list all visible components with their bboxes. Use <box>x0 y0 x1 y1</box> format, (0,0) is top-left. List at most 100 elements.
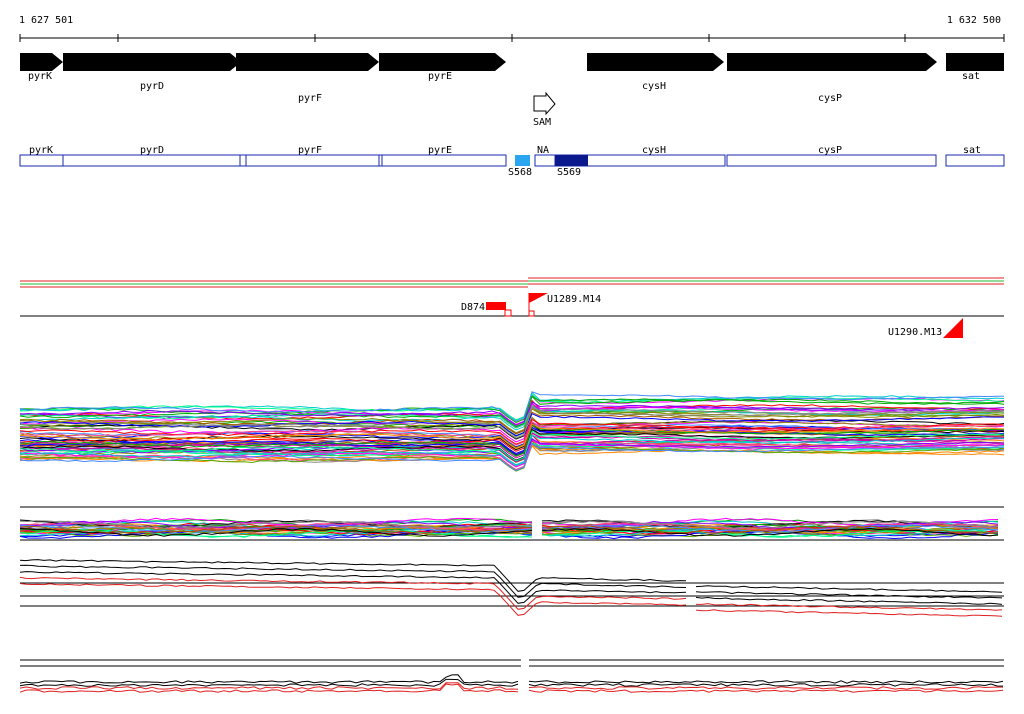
marker-u1290-flag-icon <box>943 318 963 338</box>
marker-u1289-m14[interactable]: U1289.M14 <box>528 293 601 317</box>
expression-trace <box>19 413 1004 437</box>
segment-feature-label-s568: S568 <box>508 167 532 178</box>
gene-label-cysh: cysH <box>642 81 666 92</box>
lower-trace <box>19 678 519 687</box>
gene-label-sat: sat <box>962 71 980 82</box>
tiling-trace <box>19 520 533 529</box>
expression-trace <box>19 438 1005 462</box>
segment-box-pyrk[interactable] <box>19 154 64 167</box>
segment-label-pyre: pyrE <box>428 145 452 156</box>
riboswitch-arrow-icon <box>533 91 556 116</box>
segment-box-pyrd[interactable] <box>62 154 241 167</box>
marker-label-u1289-m14: U1289.M14 <box>547 294 601 305</box>
gene-label-pyre: pyrE <box>428 71 452 82</box>
segment-box-pyre[interactable] <box>381 154 507 167</box>
expression-trace <box>19 402 1005 428</box>
expression-trace <box>19 395 1005 427</box>
tiling-trace <box>19 529 533 538</box>
tiling-trace-right <box>695 609 1003 617</box>
segment-label-sat: sat <box>963 145 981 156</box>
expression-panel-tiling <box>19 559 1004 617</box>
expression-trace <box>19 406 1005 439</box>
marker-label-d874: D874 <box>461 302 485 313</box>
expression-trace <box>19 406 1005 434</box>
gene-arrow-pyre[interactable] <box>379 53 506 71</box>
tiling-trace-left <box>19 583 687 616</box>
gene-label-pyrd: pyrD <box>140 81 164 92</box>
tiling-trace-left <box>19 576 687 610</box>
tiling-trace <box>541 525 999 534</box>
gene-track: pyrK pyrD pyrF pyrE cysH cysP sat <box>20 53 1004 104</box>
segment-box-sat[interactable] <box>945 154 1005 167</box>
tiling-trace-right <box>695 585 1003 593</box>
expression-trace <box>19 439 1005 468</box>
segment-box-pyrf[interactable] <box>245 154 380 167</box>
gene-arrow-pyrf[interactable] <box>236 53 379 71</box>
lower-trace <box>19 682 519 690</box>
ruler-ticks <box>19 34 1005 42</box>
ruler-end-label: 1 632 500 <box>947 15 1001 26</box>
expression-trace <box>19 421 1005 446</box>
segment-box-cysp[interactable] <box>726 154 937 167</box>
tiling-trace-right <box>695 596 1003 605</box>
gene-label-pyrk: pyrK <box>28 71 52 82</box>
expression-trace <box>19 393 1005 421</box>
lower-trace <box>528 680 1004 684</box>
gene-arrow-cysp[interactable] <box>727 53 937 71</box>
tiling-trace <box>19 526 533 535</box>
tiling-trace-right <box>696 603 1003 611</box>
tiling-trace <box>541 522 999 531</box>
expression-trace <box>19 434 1005 467</box>
segment-label-na: NA <box>537 145 549 156</box>
tiling-trace <box>19 525 533 534</box>
segment-feature-label-s569: S569 <box>557 167 581 178</box>
gene-arrow-cysh[interactable] <box>587 53 724 71</box>
lower-trace <box>528 689 1004 693</box>
tiling-trace <box>19 519 533 529</box>
segment-track: pyrK pyrD pyrF pyrE NA cysH cysP sat S56… <box>19 145 1005 178</box>
expression-panel-lower <box>19 659 1004 693</box>
segment-feature-s569[interactable] <box>555 155 588 166</box>
gene-label-cysp: cysP <box>818 93 842 104</box>
marker-d874-block <box>486 302 506 310</box>
lower-trace <box>528 683 1004 687</box>
gene-arrow-pyrk[interactable] <box>20 53 63 71</box>
ruler-start-label: 1 627 501 <box>19 15 73 26</box>
expression-trace <box>19 391 1005 422</box>
segment-label-pyrf: pyrF <box>298 145 322 156</box>
tiling-trace-right <box>695 591 1003 599</box>
segment-label-cysp: cysP <box>818 145 842 156</box>
riboswitch-feature[interactable]: SAM <box>533 91 556 128</box>
tiling-trace-left <box>19 559 687 592</box>
segment-label-pyrk: pyrK <box>29 145 53 156</box>
segment-feature-s568[interactable] <box>515 155 530 166</box>
marker-d874-stem <box>504 309 512 317</box>
tiling-trace <box>19 524 533 533</box>
tiling-trace-left <box>19 564 687 598</box>
coordinate-ruler: 1 627 501 1 632 500 <box>19 15 1005 42</box>
segment-box-na[interactable] <box>534 154 556 167</box>
expression-trace <box>19 426 1005 456</box>
expression-panel-secondary <box>19 506 1004 541</box>
segment-box-pyrd-tail[interactable] <box>239 154 247 167</box>
marker-u1290-m13[interactable]: U1290.M13 <box>888 318 963 338</box>
expression-trace <box>19 430 1005 462</box>
marker-u1289-flag-icon <box>529 293 548 303</box>
marker-d874[interactable]: D874 <box>461 302 512 317</box>
lower-trace <box>19 683 519 693</box>
gene-arrow-pyrd[interactable] <box>63 53 241 71</box>
expression-trace <box>19 443 1005 472</box>
expression-panel-main <box>19 391 1005 472</box>
segment-label-cysh: cysH <box>642 145 666 156</box>
expression-trace <box>19 395 1005 423</box>
expression-trace <box>19 423 1005 450</box>
lower-trace <box>528 686 1003 690</box>
tiling-trace <box>541 524 999 533</box>
expression-trace <box>19 424 1005 457</box>
riboswitch-label: SAM <box>533 117 551 128</box>
gene-arrow-sat[interactable] <box>946 53 1004 71</box>
tiling-trace <box>541 527 999 537</box>
tiling-trace <box>541 520 999 529</box>
lower-trace <box>19 674 519 684</box>
